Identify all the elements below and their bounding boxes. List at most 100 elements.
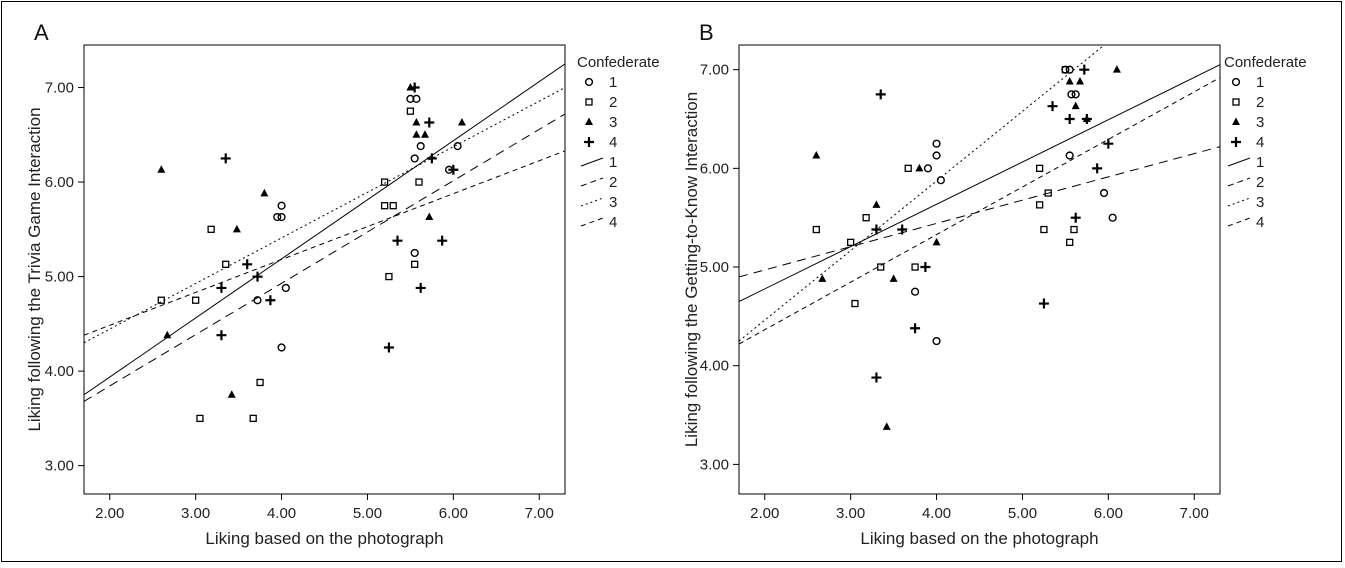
- data-point-4: [216, 330, 227, 341]
- legend-marker-3: [585, 117, 593, 125]
- data-point-2: [406, 107, 415, 115]
- x-tick-label: 2.00: [95, 505, 124, 522]
- legend-entry-label: 3: [609, 114, 617, 131]
- data-point-4: [437, 235, 448, 246]
- data-point-1: [932, 151, 941, 160]
- data-point-4: [426, 153, 437, 164]
- legend-line-1: [1227, 157, 1251, 167]
- data-point-2: [192, 296, 200, 304]
- data-point-2: [851, 299, 859, 308]
- data-point-1: [253, 296, 262, 305]
- data-point-2: [249, 414, 257, 423]
- legend-marker-4: [1231, 137, 1241, 147]
- legend-line-1: [580, 157, 604, 167]
- data-point-4: [1064, 114, 1075, 125]
- data-point-4: [1047, 101, 1058, 112]
- data-point-2: [380, 202, 389, 210]
- data-point-2: [812, 225, 820, 234]
- legend-line-2: [580, 177, 604, 187]
- y-tick-label: 7.00: [700, 62, 729, 79]
- data-point-4: [448, 164, 459, 175]
- data-point-4: [265, 295, 276, 306]
- y-tick-label: 5.00: [700, 259, 729, 276]
- data-point-2: [847, 238, 855, 247]
- data-point-4: [1081, 114, 1092, 125]
- legend-marker-1: [1231, 77, 1241, 87]
- panel-label: B: [699, 20, 714, 45]
- x-tick-label: 3.00: [836, 505, 865, 522]
- legend-line-label: 2: [609, 174, 617, 191]
- data-point-4: [920, 262, 931, 273]
- x-tick-label: 6.00: [1094, 505, 1123, 522]
- y-tick-label: 4.00: [700, 358, 729, 375]
- y-axis-title: Liking following the Getting-to-Know Int…: [682, 92, 701, 447]
- data-point-1: [936, 176, 945, 185]
- legend-line-label: 1: [609, 154, 617, 171]
- data-point-1: [453, 142, 462, 151]
- data-point-3: [882, 422, 891, 430]
- data-point-3: [915, 163, 924, 172]
- data-point-4: [409, 82, 420, 93]
- data-point-1: [1108, 213, 1117, 222]
- legend-line-label: 3: [1256, 194, 1264, 211]
- fit-line-2: [739, 146, 1220, 278]
- fit-line-4: [739, 77, 1220, 345]
- data-point-2: [1044, 189, 1052, 197]
- data-point-3: [872, 200, 881, 208]
- data-point-3: [420, 130, 429, 138]
- x-tick-label: 2.00: [750, 505, 779, 522]
- legend-title: Confederate: [577, 54, 660, 71]
- data-point-1: [1065, 151, 1074, 160]
- data-point-2: [1070, 225, 1078, 234]
- data-point-1: [410, 154, 419, 163]
- legend-marker-3: [1232, 117, 1240, 125]
- data-point-2: [877, 263, 885, 271]
- legend-line-4: [1227, 217, 1251, 227]
- data-point-4: [871, 372, 882, 383]
- data-point-1: [1099, 188, 1109, 198]
- x-tick-label: 6.00: [439, 505, 468, 522]
- data-point-3: [260, 188, 269, 197]
- data-point-2: [911, 263, 919, 271]
- data-point-2: [411, 260, 419, 268]
- data-point-2: [389, 202, 397, 210]
- data-point-4: [1038, 298, 1049, 309]
- data-point-3: [812, 151, 821, 159]
- data-point-3: [412, 130, 421, 138]
- data-point-2: [222, 260, 230, 268]
- legend-entry-label: 2: [1256, 94, 1264, 111]
- y-tick-label: 4.00: [45, 363, 74, 380]
- data-point-2: [256, 378, 264, 387]
- data-point-1: [406, 94, 415, 103]
- legend-marker-2: [585, 98, 593, 106]
- data-point-3: [157, 165, 166, 173]
- y-tick-label: 3.00: [45, 458, 74, 475]
- panel-label: A: [34, 20, 49, 45]
- legend-line-label: 4: [1256, 214, 1264, 231]
- data-point-1: [410, 248, 419, 258]
- data-point-1: [923, 164, 933, 173]
- data-point-2: [207, 225, 215, 233]
- data-point-3: [1112, 65, 1121, 73]
- legend-entry-label: 4: [609, 134, 617, 151]
- data-point-4: [216, 282, 227, 293]
- data-point-3: [1065, 77, 1074, 85]
- data-point-1: [416, 142, 425, 151]
- x-tick-label: 3.00: [181, 505, 210, 522]
- legend-line-4: [580, 217, 604, 227]
- fit-line-4: [84, 150, 565, 336]
- legend-line-label: 1: [1256, 154, 1264, 171]
- y-axis-title: Liking following the Trivia Game Interac…: [25, 107, 44, 431]
- fit-line-3: [84, 87, 565, 344]
- data-point-4: [415, 282, 426, 293]
- data-point-2: [415, 178, 423, 186]
- fit-line-1: [84, 63, 565, 396]
- data-point-3: [889, 274, 898, 282]
- data-point-2: [862, 214, 870, 222]
- data-point-3: [818, 274, 827, 282]
- legend-title: Confederate: [1224, 54, 1307, 71]
- data-point-2: [1061, 66, 1070, 74]
- data-point-2: [1035, 201, 1044, 209]
- data-point-4: [383, 342, 394, 353]
- legend-entry-label: 4: [1256, 134, 1264, 151]
